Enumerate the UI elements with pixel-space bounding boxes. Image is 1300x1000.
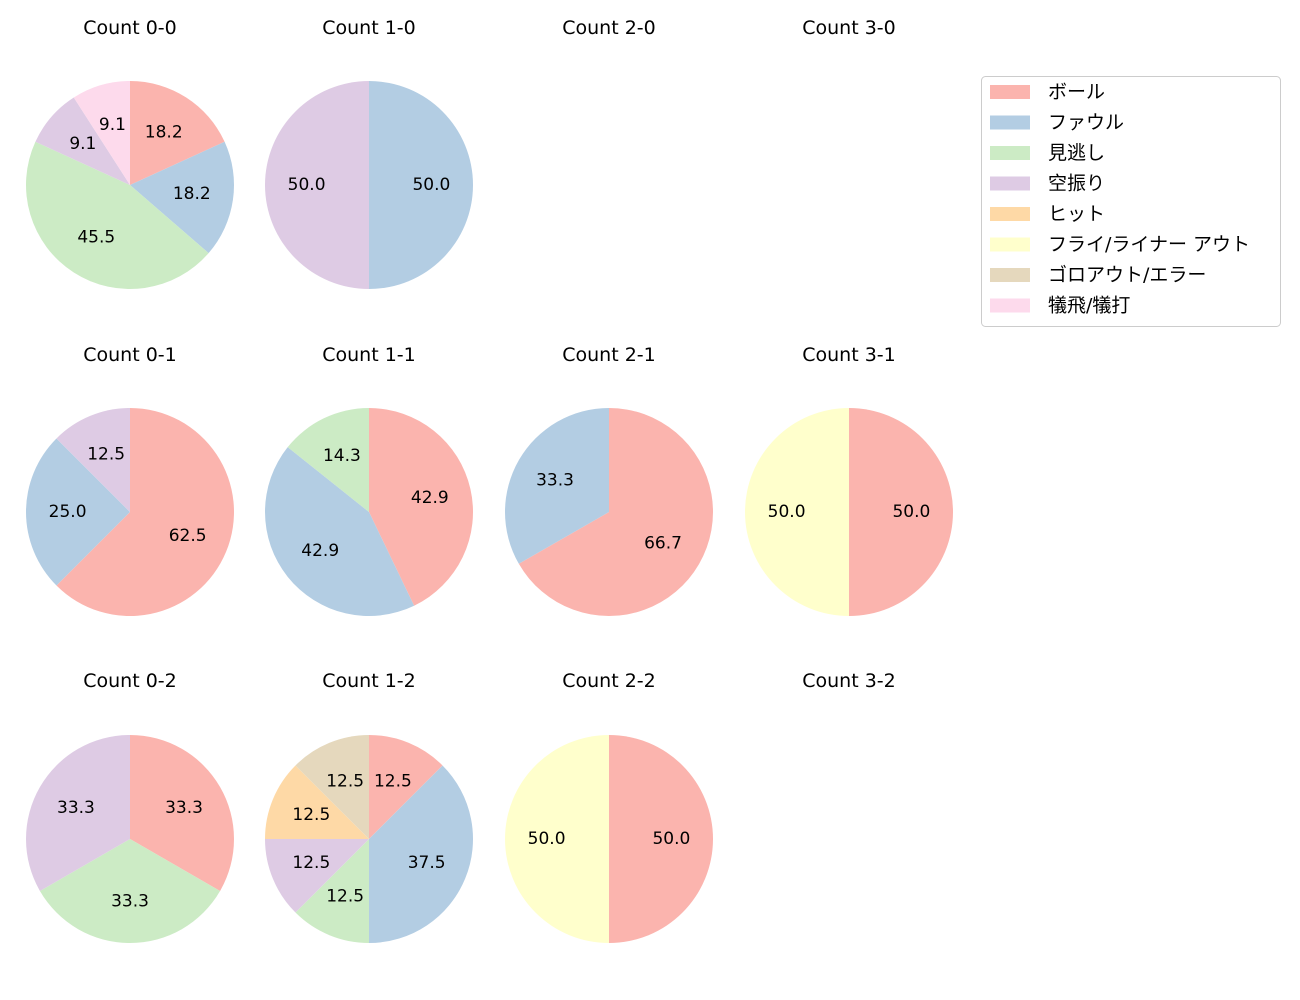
pie-label-count-1-2-1: 37.5 — [408, 853, 446, 873]
pie-panel-count-0-0: Count 0-0 18.2 18.2 45.5 9.19.1 — [25, 17, 235, 290]
pie-slice-count-0-1-2 — [56, 408, 131, 512]
pie-panel-count-2-0: Count 2-0 — [562, 17, 656, 39]
pie-slice-count-1-1-1 — [265, 447, 415, 616]
pie-slice-count-1-0-0 — [369, 81, 473, 289]
pie-slice-count-3-1-0 — [849, 408, 953, 616]
pie-label-count-2-2-1: 50.0 — [528, 829, 566, 849]
legend-swatch-6 — [990, 268, 1030, 282]
pie-label-count-0-1-2: 12.5 — [87, 444, 125, 464]
pie-label-count-0-0-4: 9.1 — [99, 115, 126, 135]
pie-slice-count-2-2-1 — [505, 735, 609, 943]
pie-slice-count-0-0-3 — [35, 97, 131, 185]
pie-panel-count-0-2: Count 0-2 33.3 33.3 33.3 — [25, 670, 235, 943]
legend-swatch-1 — [990, 115, 1030, 130]
pie-title-count-2-1: Count 2-1 — [562, 344, 656, 366]
legend-label-2: 見逃し — [1048, 142, 1105, 164]
pie-slice-count-0-0-4 — [73, 81, 130, 185]
pie-slice-count-2-2-0 — [609, 735, 713, 943]
pie-label-count-3-1-1: 50.0 — [768, 502, 806, 522]
pie-panel-count-1-1: Count 1-1 42.9 42.9 14.3 — [265, 344, 473, 616]
pie-panel-count-3-0: Count 3-0 — [802, 17, 896, 39]
legend-label-4: ヒット — [1048, 203, 1105, 225]
legend-label-6: ゴロアウト/エラー — [1048, 264, 1206, 286]
legend-swatch-5 — [990, 237, 1030, 252]
pie-label-count-0-0-0: 18.2 — [145, 123, 183, 143]
pie-title-count-0-1: Count 0-1 — [83, 344, 177, 366]
pie-title-count-0-0: Count 0-0 — [83, 17, 177, 39]
pie-slice-count-1-2-4 — [265, 765, 369, 839]
pie-label-count-3-1-0: 50.0 — [892, 502, 930, 522]
pie-title-count-2-0: Count 2-0 — [562, 17, 656, 39]
pie-label-count-1-1-2: 14.3 — [323, 446, 361, 466]
legend-swatch-7 — [990, 298, 1030, 313]
pie-slice-count-1-2-3 — [265, 839, 369, 913]
pie-title-count-2-2: Count 2-2 — [562, 670, 656, 692]
pie-title-count-3-2: Count 3-2 — [802, 670, 896, 692]
pie-slice-count-0-2-2 — [25, 735, 131, 891]
pie-label-count-1-2-4: 12.5 — [292, 805, 330, 825]
pie-slice-count-1-0-1 — [265, 81, 369, 289]
pie-label-count-0-0-1: 18.2 — [173, 184, 211, 204]
pie-label-count-1-1-0: 42.9 — [411, 488, 449, 508]
pie-panel-count-3-1: Count 3-1 50.0 50.0 — [745, 344, 953, 616]
pie-slice-count-0-2-0 — [130, 735, 235, 891]
pie-label-count-0-1-0: 62.5 — [169, 526, 207, 546]
pie-label-count-1-0-0: 50.0 — [412, 175, 450, 195]
pie-slice-count-0-2-1 — [39, 839, 221, 943]
pie-panel-count-0-1: Count 0-1 62.5 25.0 12.5 — [26, 344, 234, 616]
pie-panel-count-1-0: Count 1-0 50.0 50.0 — [265, 17, 473, 289]
pie-title-count-3-1: Count 3-1 — [802, 344, 896, 366]
legend-label-3: 空振り — [1048, 173, 1105, 195]
pie-title-count-1-1: Count 1-1 — [322, 344, 416, 366]
pie-panel-count-3-2: Count 3-2 — [802, 670, 896, 692]
pie-title-count-3-0: Count 3-0 — [802, 17, 896, 39]
pie-title-count-1-0: Count 1-0 — [322, 17, 416, 39]
pie-slice-count-0-1-1 — [26, 438, 130, 586]
pie-slice-count-1-2-0 — [369, 735, 443, 839]
pie-label-count-2-1-1: 33.3 — [536, 471, 574, 491]
pie-slice-count-1-2-5 — [295, 735, 369, 839]
pie-label-count-0-2-2: 33.3 — [57, 798, 95, 818]
pie-panel-count-2-2: Count 2-2 50.0 50.0 — [505, 670, 713, 943]
legend-swatch-4 — [990, 207, 1030, 221]
legend-frame — [981, 76, 1281, 327]
legend-swatch-3 — [990, 176, 1030, 191]
pie-slice-count-1-2-2 — [295, 839, 369, 944]
pie-slice-count-2-1-0 — [518, 408, 713, 616]
pie-label-count-1-2-0: 12.5 — [374, 771, 412, 791]
pie-label-count-0-0-3: 9.1 — [69, 134, 96, 154]
pie-slice-count-0-0-0 — [130, 81, 225, 185]
pie-label-count-1-2-2: 12.5 — [326, 887, 364, 907]
legend-label-7: 犠飛/犠打 — [1048, 295, 1130, 317]
pie-slice-count-0-0-1 — [130, 141, 235, 254]
pie-label-count-0-0-2: 45.5 — [77, 227, 115, 247]
pie-label-count-0-2-1: 33.3 — [111, 891, 149, 911]
pie-label-count-1-0-1: 50.0 — [288, 175, 326, 195]
pie-slice-count-0-0-2 — [25, 141, 209, 290]
pie-slice-count-1-2-1 — [369, 765, 474, 943]
legend-swatch-0 — [990, 85, 1030, 99]
pie-label-count-2-2-0: 50.0 — [652, 829, 690, 849]
pie-label-count-0-2-0: 33.3 — [165, 798, 203, 818]
pie-slice-count-1-1-0 — [369, 408, 473, 606]
pie-label-count-1-2-3: 12.5 — [292, 853, 330, 873]
legend-label-0: ボール — [1048, 81, 1105, 103]
pie-panel-count-2-1: Count 2-1 66.7 33.3 — [504, 344, 713, 616]
legend-label-1: ファウル — [1048, 112, 1124, 134]
pie-label-count-0-1-1: 25.0 — [49, 502, 87, 522]
pie-label-count-2-1-0: 66.7 — [644, 533, 682, 553]
legend-swatch-2 — [990, 146, 1030, 160]
pie-label-count-1-2-5: 12.5 — [326, 771, 364, 791]
pie-slice-count-2-1-1 — [504, 408, 609, 564]
pie-title-count-0-2: Count 0-2 — [83, 670, 177, 692]
pie-slice-count-3-1-1 — [745, 408, 849, 616]
pie-slice-count-1-1-2 — [287, 408, 369, 512]
pie-panel-count-1-2: Count 1-2 12.5 37.5 12.5 12.5 12.5 12.5 — [265, 670, 474, 944]
legend-label-5: フライ/ライナー アウト — [1048, 234, 1250, 256]
pie-title-count-1-2: Count 1-2 — [322, 670, 416, 692]
pie-slice-count-0-1-0 — [56, 408, 234, 616]
pie-label-count-1-1-1: 42.9 — [301, 541, 339, 561]
